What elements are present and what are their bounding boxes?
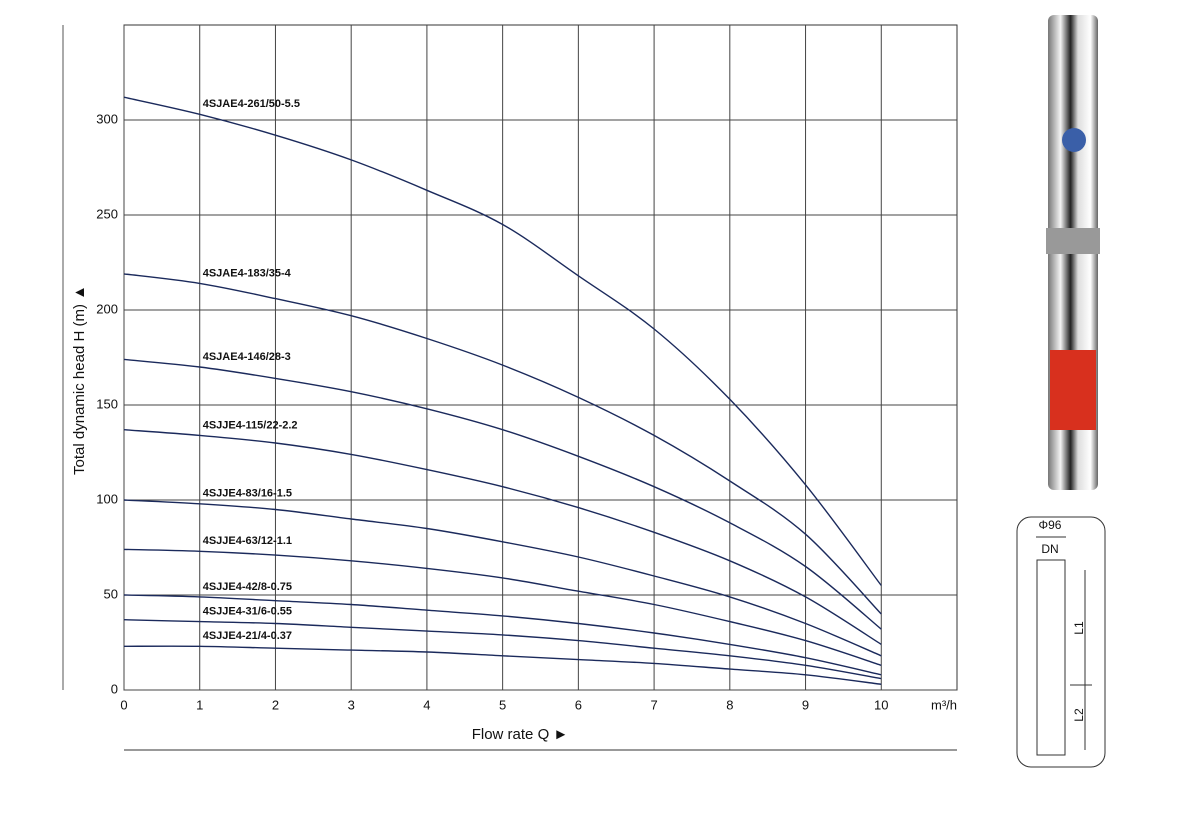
x-unit: m³/h bbox=[931, 697, 957, 712]
pump-curve bbox=[123, 499, 882, 657]
pump-curve bbox=[123, 594, 882, 676]
curve-label: 4SJJE4-83/16-1.5 bbox=[203, 488, 292, 500]
y-tick-label: 100 bbox=[96, 491, 118, 506]
x-tick-label: 8 bbox=[726, 697, 733, 712]
pump-curve bbox=[123, 645, 882, 685]
pump-curve bbox=[123, 358, 882, 630]
pump-curve bbox=[123, 96, 882, 586]
pump-curve bbox=[123, 619, 882, 680]
pump-curve bbox=[123, 273, 882, 615]
dim-label: DN bbox=[1041, 542, 1058, 556]
curve-label: 4SJJE4-63/12-1.1 bbox=[203, 535, 292, 547]
curve-label: 4SJJE4-31/6-0.55 bbox=[203, 606, 292, 618]
y-axis-label: Total dynamic head H (m) ▲ bbox=[71, 285, 88, 475]
x-tick-label: 3 bbox=[348, 697, 355, 712]
y-tick-label: 0 bbox=[111, 681, 118, 696]
y-tick-label: 300 bbox=[96, 111, 118, 126]
pump-photo bbox=[1046, 15, 1100, 490]
y-tick-label: 150 bbox=[96, 396, 118, 411]
x-tick-label: 0 bbox=[120, 697, 127, 712]
x-tick-label: 1 bbox=[196, 697, 203, 712]
x-axis-label: Flow rate Q ► bbox=[472, 726, 569, 743]
curve-label: 4SJJE4-42/8-0.75 bbox=[203, 581, 292, 593]
x-tick-label: 10 bbox=[874, 697, 888, 712]
curve-label: 4SJJE4-21/4-0.37 bbox=[203, 630, 292, 642]
curve-label: 4SJJE4-115/22-2.2 bbox=[203, 419, 298, 431]
dim-label: Φ96 bbox=[1039, 518, 1062, 532]
x-tick-label: 5 bbox=[499, 697, 506, 712]
y-tick-label: 50 bbox=[104, 586, 118, 601]
pump-curve bbox=[123, 429, 882, 645]
x-tick-label: 2 bbox=[272, 697, 279, 712]
dim-label: L2 bbox=[1072, 708, 1086, 722]
x-tick-label: 4 bbox=[423, 697, 430, 712]
pump-curve bbox=[123, 548, 882, 666]
x-tick-label: 7 bbox=[650, 697, 657, 712]
curve-label: 4SJAE4-146/28-3 bbox=[203, 351, 291, 363]
curve-label: 4SJAE4-183/35-4 bbox=[203, 267, 292, 279]
dim-label: L1 bbox=[1072, 621, 1086, 635]
x-tick-label: 9 bbox=[802, 697, 809, 712]
y-tick-label: 200 bbox=[96, 301, 118, 316]
y-tick-label: 250 bbox=[96, 206, 118, 221]
curve-label: 4SJAE4-261/50-5.5 bbox=[203, 98, 300, 110]
x-tick-label: 6 bbox=[575, 697, 582, 712]
dimension-drawing bbox=[1016, 516, 1106, 768]
